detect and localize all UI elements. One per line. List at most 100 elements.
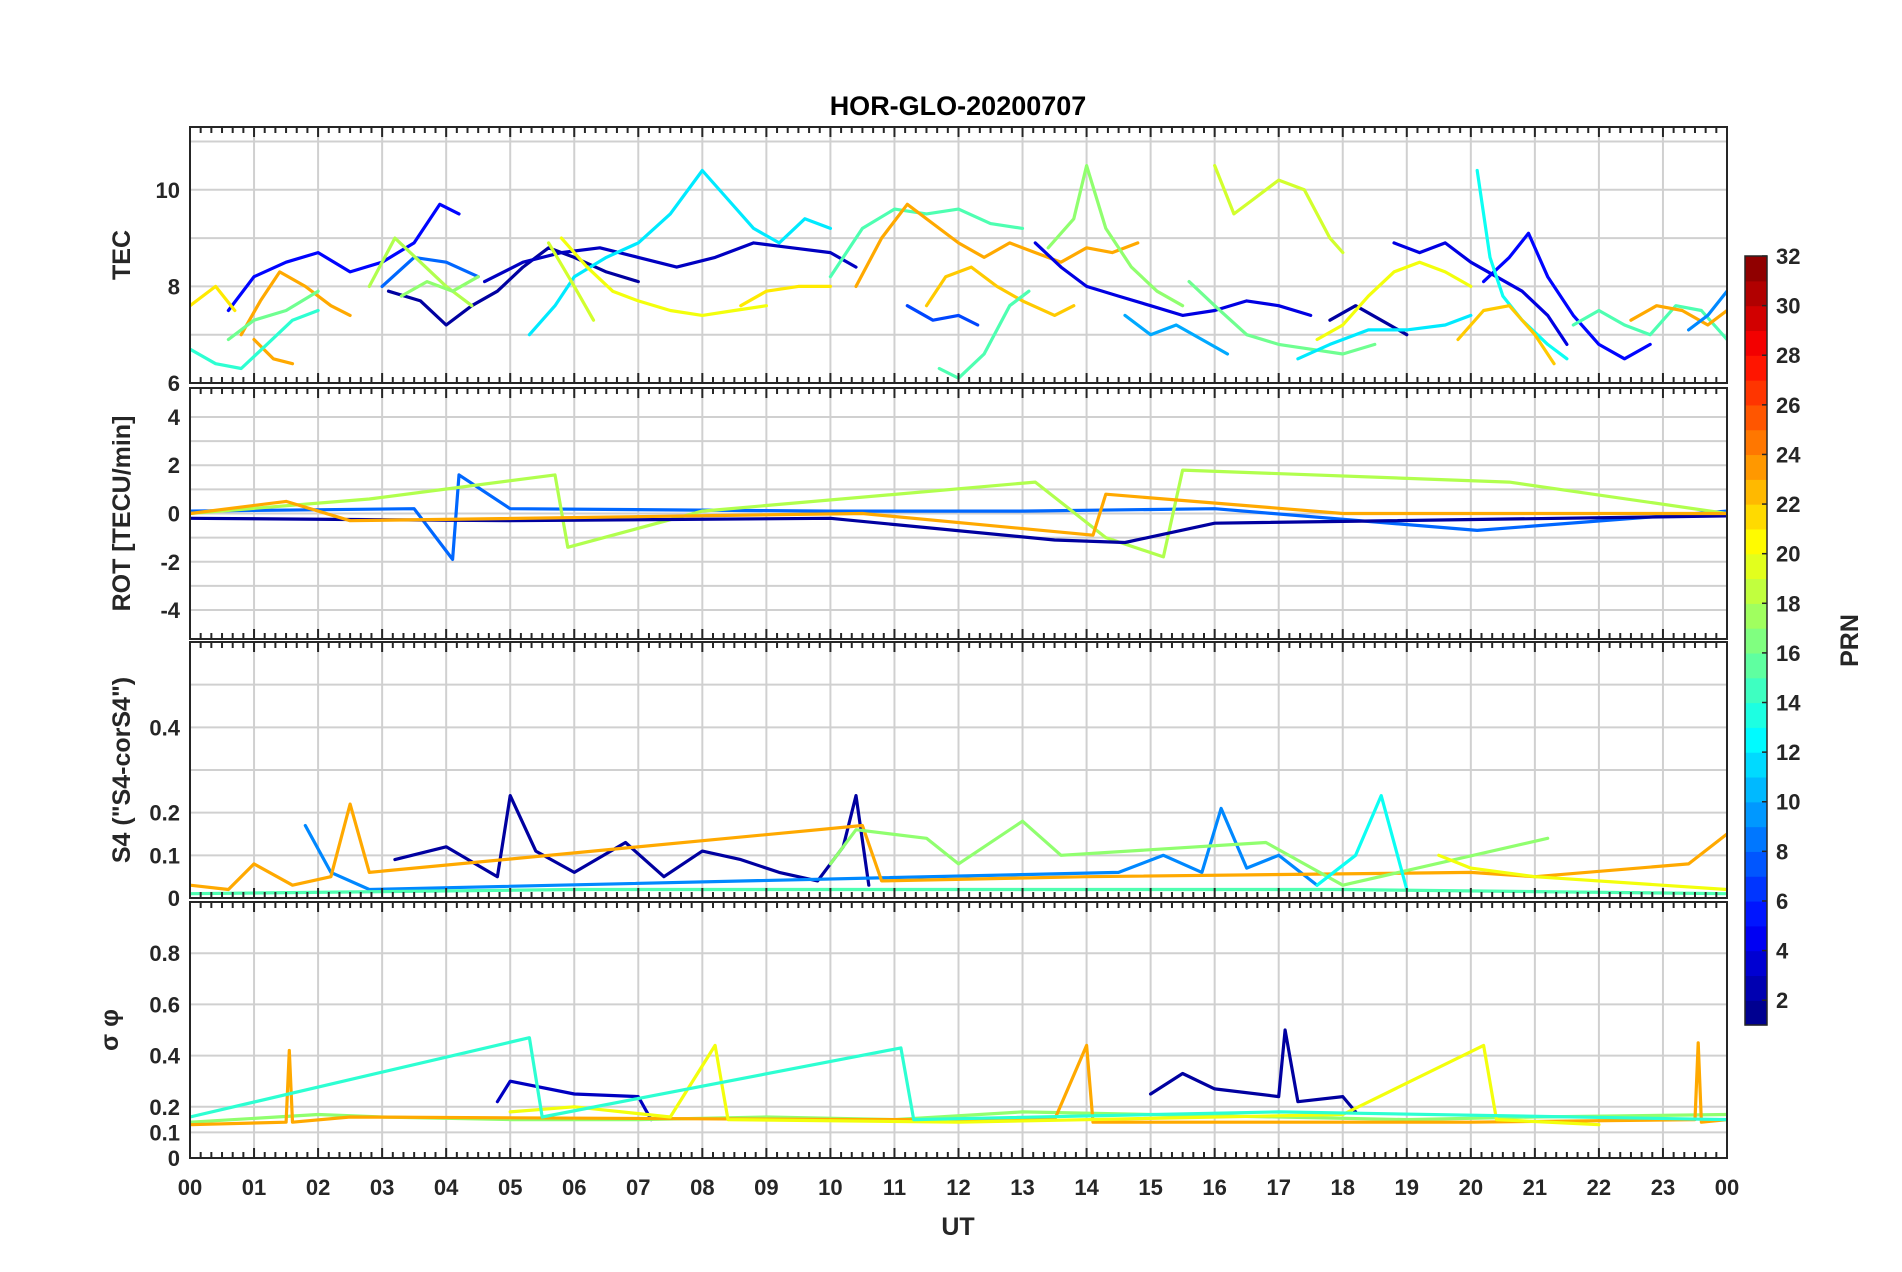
series-group [190, 468, 1727, 561]
x-tick-label: 22 [1587, 1175, 1611, 1200]
x-tick-label: 15 [1138, 1175, 1162, 1200]
x-tick-label: 20 [1459, 1175, 1483, 1200]
series-line-prn-14 [190, 1036, 1727, 1122]
x-tick-label: 14 [1074, 1175, 1099, 1200]
panel-tec: 6 8 10 TEC [108, 126, 1728, 396]
series-line-prn-23 [239, 270, 352, 337]
series-line-prn-14 [190, 308, 320, 371]
y-tick-label: 0.1 [149, 843, 180, 868]
panel-s4: 0 0.1 0.2 0.4 S4 ("S4-corS4") [108, 641, 1728, 911]
series-line-prn-7 [905, 304, 980, 327]
x-tick-label: 00 [1715, 1175, 1739, 1200]
colorbar-tick-label: 4 [1776, 939, 1789, 964]
y-tick-label: -4 [160, 598, 180, 623]
y-tick-label: 0.4 [149, 715, 180, 740]
series-line-prn-13 [1315, 794, 1409, 892]
y-tick-label: 0.2 [149, 1095, 180, 1120]
series-line-prn-2 [386, 246, 640, 327]
colorbar-swatch [1745, 553, 1767, 580]
colorbar-swatch [1745, 776, 1767, 803]
x-axis-label: UT [941, 1213, 974, 1241]
y-tick-label: 0 [168, 886, 180, 911]
colorbar-swatch [1745, 652, 1767, 679]
colorbar-tick-label: 2 [1776, 988, 1788, 1013]
x-tick-label: 19 [1395, 1175, 1419, 1200]
colorbar-tick-label: 14 [1776, 691, 1801, 716]
y-tick-label: 0.2 [149, 801, 180, 826]
colorbar-swatch [1745, 950, 1767, 976]
series-line-prn-23 [190, 492, 1727, 537]
x-tick-label: 13 [1010, 1175, 1034, 1200]
colorbar-swatch [1745, 578, 1767, 604]
colorbar-swatch [1745, 702, 1767, 728]
y-axis-label-sigma: σ φ [96, 1009, 124, 1051]
x-tick-label: 17 [1266, 1175, 1290, 1200]
series-line-prn-5 [226, 202, 461, 313]
series-line-prn-19 [547, 241, 596, 322]
series-line-prn-20 [508, 1043, 1601, 1127]
series-line-prn-16 [1187, 280, 1377, 356]
series-line-prn-9 [1687, 289, 1727, 332]
colorbar-swatch [1745, 1000, 1767, 1026]
series-line-prn-23 [854, 202, 1140, 288]
series-line-prn-4 [1033, 241, 1313, 317]
colorbar-swatch [1745, 256, 1767, 282]
colorbar-tick-label: 30 [1776, 294, 1800, 319]
x-tick-label: 08 [690, 1175, 714, 1200]
colorbar-swatch [1745, 380, 1767, 406]
series-line-prn-18 [190, 468, 1727, 559]
x-tick-label: 18 [1331, 1175, 1355, 1200]
colorbar-tick-label: 8 [1776, 839, 1788, 864]
series-line-prn-20 [1315, 260, 1473, 342]
colorbar-swatch [1745, 727, 1767, 753]
colorbar-label: PRN [1836, 614, 1864, 667]
series-line-prn-12 [1296, 313, 1473, 361]
x-axis: 00 01 02 03 04 05 06 07 08 09 10 11 12 13 14 15 16 17 18 19… [178, 1175, 1739, 1200]
y-tick-label: 0.8 [149, 941, 180, 966]
x-tick-label: 21 [1523, 1175, 1547, 1200]
series-line-prn-8 [380, 255, 480, 288]
series-line-prn-2 [190, 514, 1727, 545]
series-line-prn-18 [367, 236, 474, 308]
colorbar-swatch [1745, 628, 1767, 654]
panel-rot: -4 -2 0 2 4 ROT [TECU/min] [108, 387, 1728, 640]
x-tick-label: 10 [818, 1175, 842, 1200]
series-line-prn-23 [1629, 304, 1727, 327]
series-group [190, 164, 1727, 380]
x-tick-label: 06 [562, 1175, 586, 1200]
colorbar-tick-label: 20 [1776, 542, 1800, 567]
colorbar-tick-label: 24 [1776, 442, 1801, 467]
x-tick-label: 04 [434, 1175, 459, 1200]
colorbar-tick-label: 32 [1776, 244, 1800, 269]
colorbar-swatch [1745, 479, 1767, 505]
colorbar-tick-label: 28 [1776, 343, 1800, 368]
series-line-prn-21 [739, 284, 832, 308]
y-axis-label-tec: TEC [108, 230, 136, 280]
x-tick-label: 01 [242, 1175, 266, 1200]
series-line-prn-15 [828, 207, 1025, 279]
series-line-prn-21 [190, 284, 237, 313]
series-line-prn-4 [1392, 241, 1569, 346]
series-line-prn-8 [190, 473, 1727, 561]
series-group [190, 1028, 1727, 1127]
panel-sigma: 00.10.2 0.4 0.6 0.8 σ φ [96, 901, 1728, 1171]
series-line-prn-23 [252, 337, 295, 366]
x-tick-label: 03 [370, 1175, 394, 1200]
colorbar-tick-label: 16 [1776, 641, 1800, 666]
colorbar-frame [1744, 255, 1768, 1026]
chart-title: HOR-GLO-20200707 [830, 91, 1087, 121]
x-tick-label: 23 [1651, 1175, 1675, 1200]
colorbar-swatch [1745, 528, 1767, 555]
x-tick-label: 07 [626, 1175, 650, 1200]
colorbar-swatch [1745, 975, 1767, 1001]
colorbar-swatch [1745, 504, 1767, 530]
colorbar-tick-label: 6 [1776, 889, 1788, 914]
series-line-prn-16 [226, 289, 320, 342]
y-axis-label-rot: ROT [TECU/min] [108, 416, 136, 612]
y-tick-label: 0 [168, 502, 180, 527]
colorbar-tick-label: 22 [1776, 492, 1800, 517]
colorbar-swatch [1745, 603, 1767, 629]
colorbar-swatch [1745, 900, 1767, 927]
